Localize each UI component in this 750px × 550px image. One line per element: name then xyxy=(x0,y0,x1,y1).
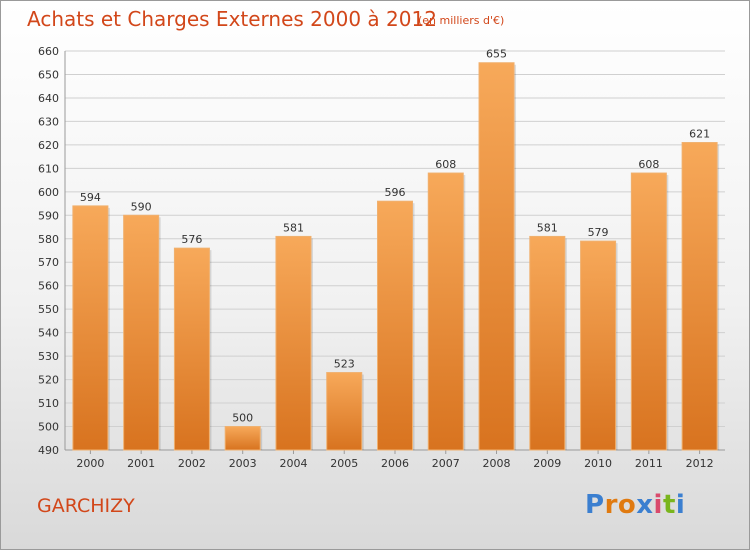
chart-subtitle: (en milliers d'€) xyxy=(418,14,505,27)
y-tick-label: 600 xyxy=(38,186,59,199)
x-tick-label: 2001 xyxy=(127,457,155,470)
logo-letter: x xyxy=(636,490,654,520)
y-tick-label: 500 xyxy=(38,421,59,434)
y-tick-label: 560 xyxy=(38,280,59,293)
y-tick-label: 490 xyxy=(38,444,59,457)
x-tick-label: 2005 xyxy=(330,457,358,470)
logo-letter: o xyxy=(617,490,637,520)
bar xyxy=(72,205,109,451)
bar-value-label: 608 xyxy=(638,158,659,171)
bar xyxy=(630,172,667,451)
commune-name: GARCHIZY xyxy=(37,495,135,517)
bar-value-label: 581 xyxy=(283,221,304,234)
logo-letter: i xyxy=(653,490,663,520)
y-tick-label: 590 xyxy=(38,209,59,222)
bar xyxy=(427,172,464,451)
logo-letter: P xyxy=(585,490,605,520)
y-tick-label: 620 xyxy=(38,139,59,152)
x-tick-label: 2004 xyxy=(279,457,307,470)
bar-value-label: 523 xyxy=(334,358,355,371)
bar xyxy=(681,142,718,451)
x-tick-label: 2006 xyxy=(381,457,409,470)
bar-layer xyxy=(72,62,720,451)
x-tick-label: 2011 xyxy=(635,457,663,470)
bar-value-label: 576 xyxy=(181,233,202,246)
bar-value-label: 579 xyxy=(588,226,609,239)
x-tick-label: 2002 xyxy=(178,457,206,470)
y-tick-label: 520 xyxy=(38,374,59,387)
logo-letter: r xyxy=(604,490,618,520)
label-layer: 490 500 510 520 530 540 550 560 570 580 590 600 610 6… xyxy=(38,45,714,470)
bar xyxy=(529,235,566,451)
bar-value-label: 581 xyxy=(537,221,558,234)
y-tick-label: 610 xyxy=(38,162,59,175)
logo-letter: t xyxy=(662,490,676,520)
y-tick-label: 640 xyxy=(38,92,59,105)
x-tick-label: 2000 xyxy=(76,457,104,470)
bar xyxy=(326,372,363,451)
y-tick-label: 650 xyxy=(38,68,59,81)
bar xyxy=(275,235,312,451)
chart-title: Achats et Charges Externes 2000 à 2012 xyxy=(27,7,437,31)
y-tick-label: 550 xyxy=(38,303,59,316)
y-tick-label: 540 xyxy=(38,327,59,340)
bar-value-label: 655 xyxy=(486,48,507,61)
bar-value-label: 608 xyxy=(435,158,456,171)
bar-value-label: 596 xyxy=(385,186,406,199)
bar-value-label: 594 xyxy=(80,191,101,204)
y-tick-label: 570 xyxy=(38,256,59,269)
x-tick-label: 2009 xyxy=(533,457,561,470)
bar xyxy=(224,426,261,451)
logo-letter: i xyxy=(675,490,686,520)
proxiti-logo: Proxiti xyxy=(585,490,685,520)
bar xyxy=(478,62,515,451)
y-tick-label: 530 xyxy=(38,350,59,363)
y-tick-label: 630 xyxy=(38,115,59,128)
x-tick-label: 2010 xyxy=(584,457,612,470)
bar xyxy=(173,247,210,451)
bar xyxy=(377,200,413,451)
y-tick-label: 510 xyxy=(38,397,59,410)
bar-value-label: 500 xyxy=(232,412,253,425)
y-tick-label: 580 xyxy=(38,233,59,246)
bar-value-label: 621 xyxy=(689,128,710,141)
x-tick-label: 2003 xyxy=(229,457,257,470)
bar-value-label: 590 xyxy=(131,200,152,213)
bar xyxy=(580,240,617,451)
x-tick-label: 2007 xyxy=(432,457,460,470)
x-tick-label: 2012 xyxy=(686,457,714,470)
y-tick-label: 660 xyxy=(38,45,59,58)
x-tick-label: 2008 xyxy=(483,457,511,470)
bar xyxy=(123,214,160,451)
